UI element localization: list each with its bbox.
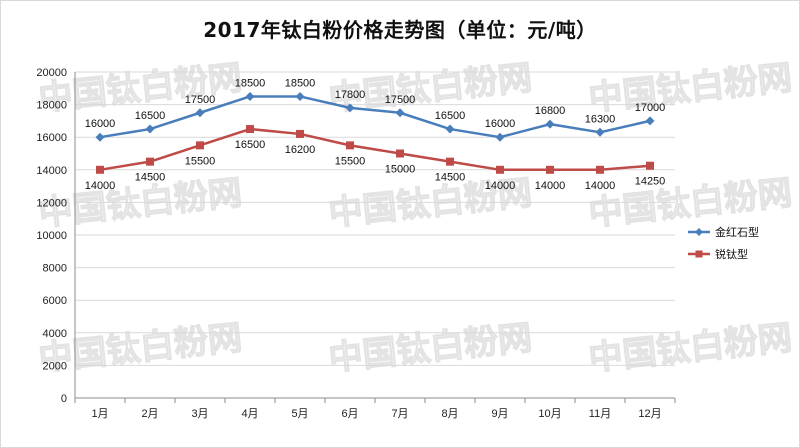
y-tick-label: 6000 (43, 295, 67, 307)
y-tick-label: 4000 (43, 328, 67, 340)
x-tick-label: 5月 (291, 408, 308, 420)
data-label: 16300 (585, 113, 616, 125)
data-point (495, 132, 505, 142)
legend-marker (695, 228, 703, 236)
watermark-text: 中国钛白粉网 (327, 318, 534, 379)
data-label: 15500 (185, 155, 216, 167)
data-point (295, 91, 305, 101)
data-point (96, 165, 104, 174)
series-line-1 (99, 95, 651, 139)
data-label: 14000 (485, 180, 516, 192)
legend-label: 金红石型 (715, 225, 759, 239)
data-label: 14500 (435, 172, 466, 184)
data-label: 16800 (535, 105, 566, 117)
data-point (146, 157, 154, 166)
watermark-text: 中国钛白粉网 (587, 318, 794, 379)
y-tick-label: 16000 (36, 132, 67, 144)
data-label: 14250 (635, 176, 666, 188)
data-label: 14500 (135, 172, 166, 184)
data-point (346, 141, 354, 150)
data-point (395, 108, 405, 118)
data-point (245, 91, 255, 101)
y-tick-label: 0 (61, 393, 67, 405)
data-point (345, 103, 355, 113)
data-point (195, 108, 205, 118)
data-point (545, 119, 555, 129)
y-tick-label: 18000 (36, 100, 67, 112)
x-tick-label: 1月 (91, 408, 108, 420)
data-label: 17800 (335, 89, 366, 101)
watermark-text: 中国钛白粉网 (37, 318, 244, 379)
y-tick-label: 20000 (36, 67, 67, 79)
x-tick-label: 7月 (391, 408, 408, 420)
data-label: 17500 (185, 94, 216, 106)
x-tick-label: 6月 (341, 408, 358, 420)
x-tick-label: 2月 (141, 408, 158, 420)
x-tick-label: 12月 (638, 408, 661, 420)
data-point (95, 132, 105, 142)
legend-label: 锐钛型 (715, 247, 748, 261)
y-tick-label: 12000 (36, 197, 67, 209)
data-point (445, 124, 455, 134)
data-label: 16500 (235, 139, 266, 151)
data-label: 18500 (235, 77, 266, 89)
x-tick-label: 11月 (589, 408, 611, 420)
legend-marker (695, 250, 703, 258)
y-tick-label: 10000 (36, 230, 67, 242)
watermark-text: 中国钛白粉网 (587, 58, 794, 119)
x-tick-label: 4月 (241, 408, 258, 420)
data-label: 15500 (335, 155, 366, 167)
x-tick-label: 8月 (441, 408, 458, 420)
chart-title: 2017年钛白粉价格走势图（单位：元/吨） (203, 18, 597, 42)
data-point (546, 165, 554, 174)
data-label: 15000 (385, 164, 416, 176)
data-label: 16000 (85, 118, 116, 130)
data-point (196, 141, 204, 150)
y-tick-label: 2000 (43, 360, 67, 372)
data-point (446, 157, 454, 166)
data-label: 16000 (485, 118, 516, 130)
y-tick-label: 8000 (43, 263, 67, 275)
data-label: 17500 (385, 94, 416, 106)
data-point (595, 127, 605, 137)
data-label: 18500 (285, 77, 316, 89)
y-tick-label: 14000 (36, 165, 67, 177)
data-label: 14000 (585, 180, 616, 192)
x-tick-label: 10月 (538, 408, 561, 420)
data-point (296, 129, 304, 138)
data-label: 16500 (135, 110, 166, 122)
data-point (145, 124, 155, 134)
data-label: 14000 (85, 180, 116, 192)
data-label: 14000 (535, 180, 566, 192)
data-point (496, 165, 504, 174)
data-point (596, 165, 604, 174)
data-point (645, 116, 655, 126)
data-label: 17000 (635, 102, 666, 114)
data-label: 16200 (285, 144, 316, 156)
x-tick-label: 9月 (491, 408, 508, 420)
data-point (646, 161, 654, 170)
data-point (246, 125, 254, 134)
data-point (396, 149, 404, 158)
x-tick-label: 3月 (191, 408, 208, 420)
watermark-text: 中国钛白粉网 (587, 173, 794, 234)
series-line-2 (99, 127, 651, 172)
data-label: 16500 (435, 110, 466, 122)
